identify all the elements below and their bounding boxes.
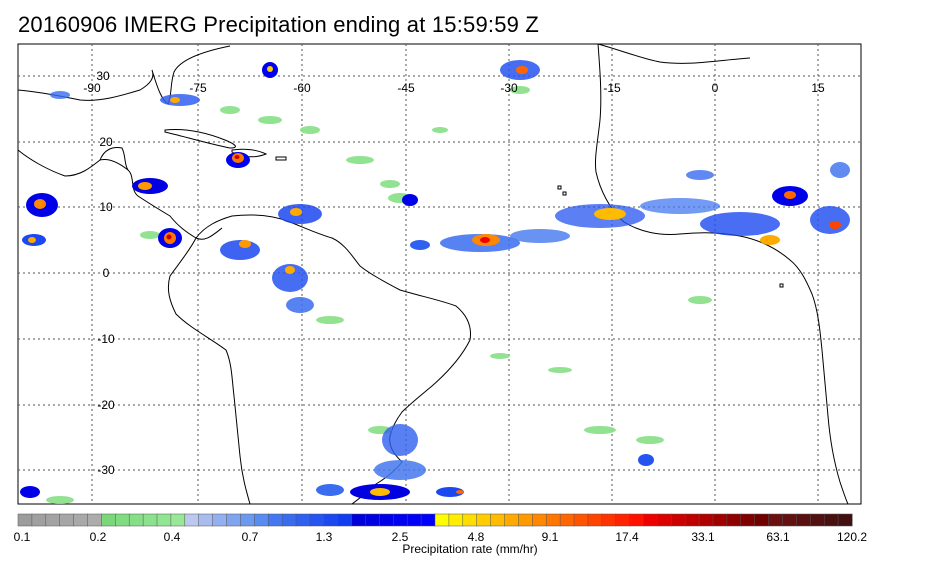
- lon-label-0: 0: [712, 81, 719, 95]
- colorbar-swatch: [796, 513, 811, 527]
- colorbar-swatch: [754, 513, 770, 527]
- colorbar-swatch: [281, 513, 297, 527]
- map-title: 20160906 IMERG Precipitation ending at 1…: [18, 12, 540, 37]
- colorbar-swatch: [142, 513, 158, 527]
- colorbar-swatch: [198, 513, 214, 527]
- coast-yucatan: [99, 147, 129, 171]
- latitude-labels: 30 20 10 0 -10 -20 -30: [96, 69, 115, 477]
- colorbar-swatch: [573, 513, 589, 527]
- lat-label-20: 20: [99, 135, 113, 149]
- graticule: [18, 44, 861, 504]
- lon-label-15: -15: [603, 81, 621, 95]
- colorbar-swatch: [254, 513, 269, 527]
- colorbar-swatch: [406, 513, 422, 527]
- lat-label-10: 10: [99, 200, 113, 214]
- colorbar-swatch: [184, 513, 200, 527]
- colorbar-swatch: [420, 513, 436, 527]
- colorbar-swatch: [782, 513, 797, 527]
- colorbar-swatch: [393, 513, 408, 527]
- colorbar-swatch: [657, 513, 672, 527]
- coast-guinea-islands: [779, 283, 784, 288]
- colorbar-swatch: [170, 513, 186, 527]
- colorbar-swatch: [671, 513, 686, 527]
- colorbar-swatch: [643, 513, 658, 527]
- colorbar-swatch: [31, 513, 47, 527]
- coast-africa: [595, 44, 849, 504]
- colorbar-swatch: [504, 513, 519, 527]
- lat-label--10: -10: [97, 332, 115, 346]
- lat-label-30: 30: [96, 69, 110, 83]
- colorbar-swatch: [559, 513, 575, 527]
- coast-cuba: [164, 129, 236, 149]
- colorbar-swatch: [684, 513, 700, 527]
- colorbar-swatch: [73, 513, 89, 527]
- lon-label-90: -90: [83, 81, 101, 95]
- lat-label--20: -20: [97, 398, 115, 412]
- coast-south-america-north: [195, 214, 471, 341]
- colorbar-swatch: [226, 513, 241, 527]
- colorbar-swatch: [726, 513, 742, 527]
- colorbar-swatch: [532, 513, 547, 527]
- coast-puerto-rico: [275, 156, 287, 161]
- colorbar-swatch: [448, 513, 464, 527]
- precipitation-field: [20, 60, 850, 504]
- colorbar-swatch: [810, 513, 825, 527]
- colorbar-swatch: [601, 513, 617, 527]
- colorbar-swatch: [490, 513, 506, 527]
- colorbar-swatch: [156, 513, 172, 527]
- colorbar-swatch: [587, 513, 603, 527]
- coast-north-america: [18, 45, 231, 105]
- colorbar-swatch: [115, 513, 130, 527]
- colorbar-swatch: [698, 513, 714, 527]
- itcz-band-atlantic: [440, 162, 850, 252]
- colorbar-swatch: [351, 513, 367, 527]
- colorbar-swatch: [768, 513, 784, 527]
- longitude-labels: -90 -75 -60 -45 -30 -15 0 15: [83, 81, 825, 95]
- lat-label-0: 0: [103, 266, 110, 280]
- coast-africa-2: [597, 44, 751, 64]
- colorbar-swatch: [379, 513, 394, 527]
- colorbar-swatch: [629, 513, 645, 527]
- colorbar-swatch: [309, 513, 325, 527]
- lat-label--30: -30: [97, 463, 115, 477]
- south-america-rain: [20, 240, 654, 500]
- colorbar-swatch: [740, 513, 756, 527]
- colorbar-swatch: [337, 513, 353, 527]
- colorbar-swatch: [101, 513, 116, 527]
- colorbar-swatch: [59, 513, 75, 527]
- colorbar-swatch: [823, 513, 839, 527]
- colorbar-swatch: [323, 513, 339, 527]
- lon-label-45: -45: [397, 81, 415, 95]
- colorbar-swatch: [267, 513, 283, 527]
- colorbar-swatch: [17, 513, 33, 527]
- colorbar-swatch: [518, 513, 533, 527]
- colorbar-swatch: [365, 513, 380, 527]
- colorbar-swatch: [712, 513, 728, 527]
- colorbar-swatch: [295, 513, 311, 527]
- colorbar-swatch: [615, 513, 631, 527]
- colorbar-swatch: [240, 513, 255, 527]
- lon-label-75: -75: [189, 81, 207, 95]
- colorbar: [17, 513, 853, 527]
- colorbar-swatch: [212, 513, 228, 527]
- map-frame: [17, 43, 862, 505]
- colorbar-swatch: [476, 513, 492, 527]
- colorbar-swatch: [837, 513, 853, 527]
- colorbar-swatch: [545, 513, 561, 527]
- coast-central-america: [18, 149, 223, 240]
- colorbar-swatch: [45, 513, 61, 527]
- coast-south-america-west: [167, 237, 251, 504]
- colorbar-swatch: [128, 513, 144, 527]
- colorbar-swatch: [434, 513, 450, 527]
- colorbar-swatch: [462, 513, 478, 527]
- lon-label-15e: 15: [811, 81, 825, 95]
- colorbar-swatch: [87, 513, 102, 527]
- caribbean-systems: [22, 60, 540, 250]
- coast-cape-verde: [557, 185, 567, 196]
- lon-label-30: -30: [500, 81, 518, 95]
- lon-label-60: -60: [293, 81, 311, 95]
